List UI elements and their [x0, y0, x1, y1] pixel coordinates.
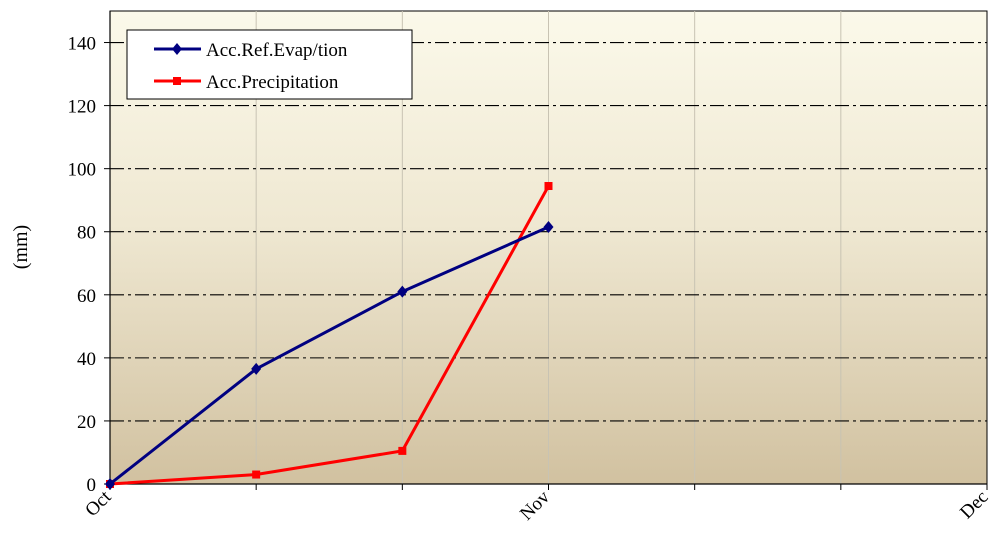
series-line: [109, 185, 550, 486]
y-gridlines: [110, 41, 987, 422]
y-axis-title: (mm): [10, 225, 32, 269]
y-tick-label: 100: [68, 160, 97, 181]
data-point: [544, 182, 553, 191]
y-tick-label: 60: [77, 286, 96, 307]
x-tick-label: Dec: [956, 487, 992, 523]
legend-label: Acc.Ref.Evap/tion: [206, 40, 348, 61]
series-layer: [105, 182, 554, 490]
axes: [104, 11, 988, 490]
y-tick-label: 20: [77, 412, 96, 433]
legend: Acc.Ref.Evap/tion Acc.Precipitation: [126, 29, 413, 100]
y-tick-label: 0: [87, 475, 97, 496]
data-point: [252, 470, 261, 479]
data-point: [251, 362, 262, 375]
data-point: [172, 43, 182, 55]
x-tick-labels: Oct Nov Dec: [81, 486, 992, 525]
x-tick-label: Nov: [516, 486, 554, 524]
y-tick-label: 40: [77, 349, 96, 370]
y-tick-label: 80: [77, 223, 96, 244]
data-point: [105, 478, 115, 490]
data-point: [397, 285, 408, 298]
legend-label: Acc.Precipitation: [206, 72, 339, 93]
data-point: [543, 221, 554, 234]
legend-box: [126, 29, 413, 100]
y-tick-label: 140: [68, 34, 97, 55]
y-tick-label: 120: [68, 97, 97, 118]
data-point: [398, 446, 407, 455]
data-point: [173, 77, 181, 85]
y-tick-labels: 0 20 40 60 80 100 120 140: [68, 34, 97, 496]
series-line: [109, 225, 550, 486]
series-evaporation: [105, 221, 554, 490]
